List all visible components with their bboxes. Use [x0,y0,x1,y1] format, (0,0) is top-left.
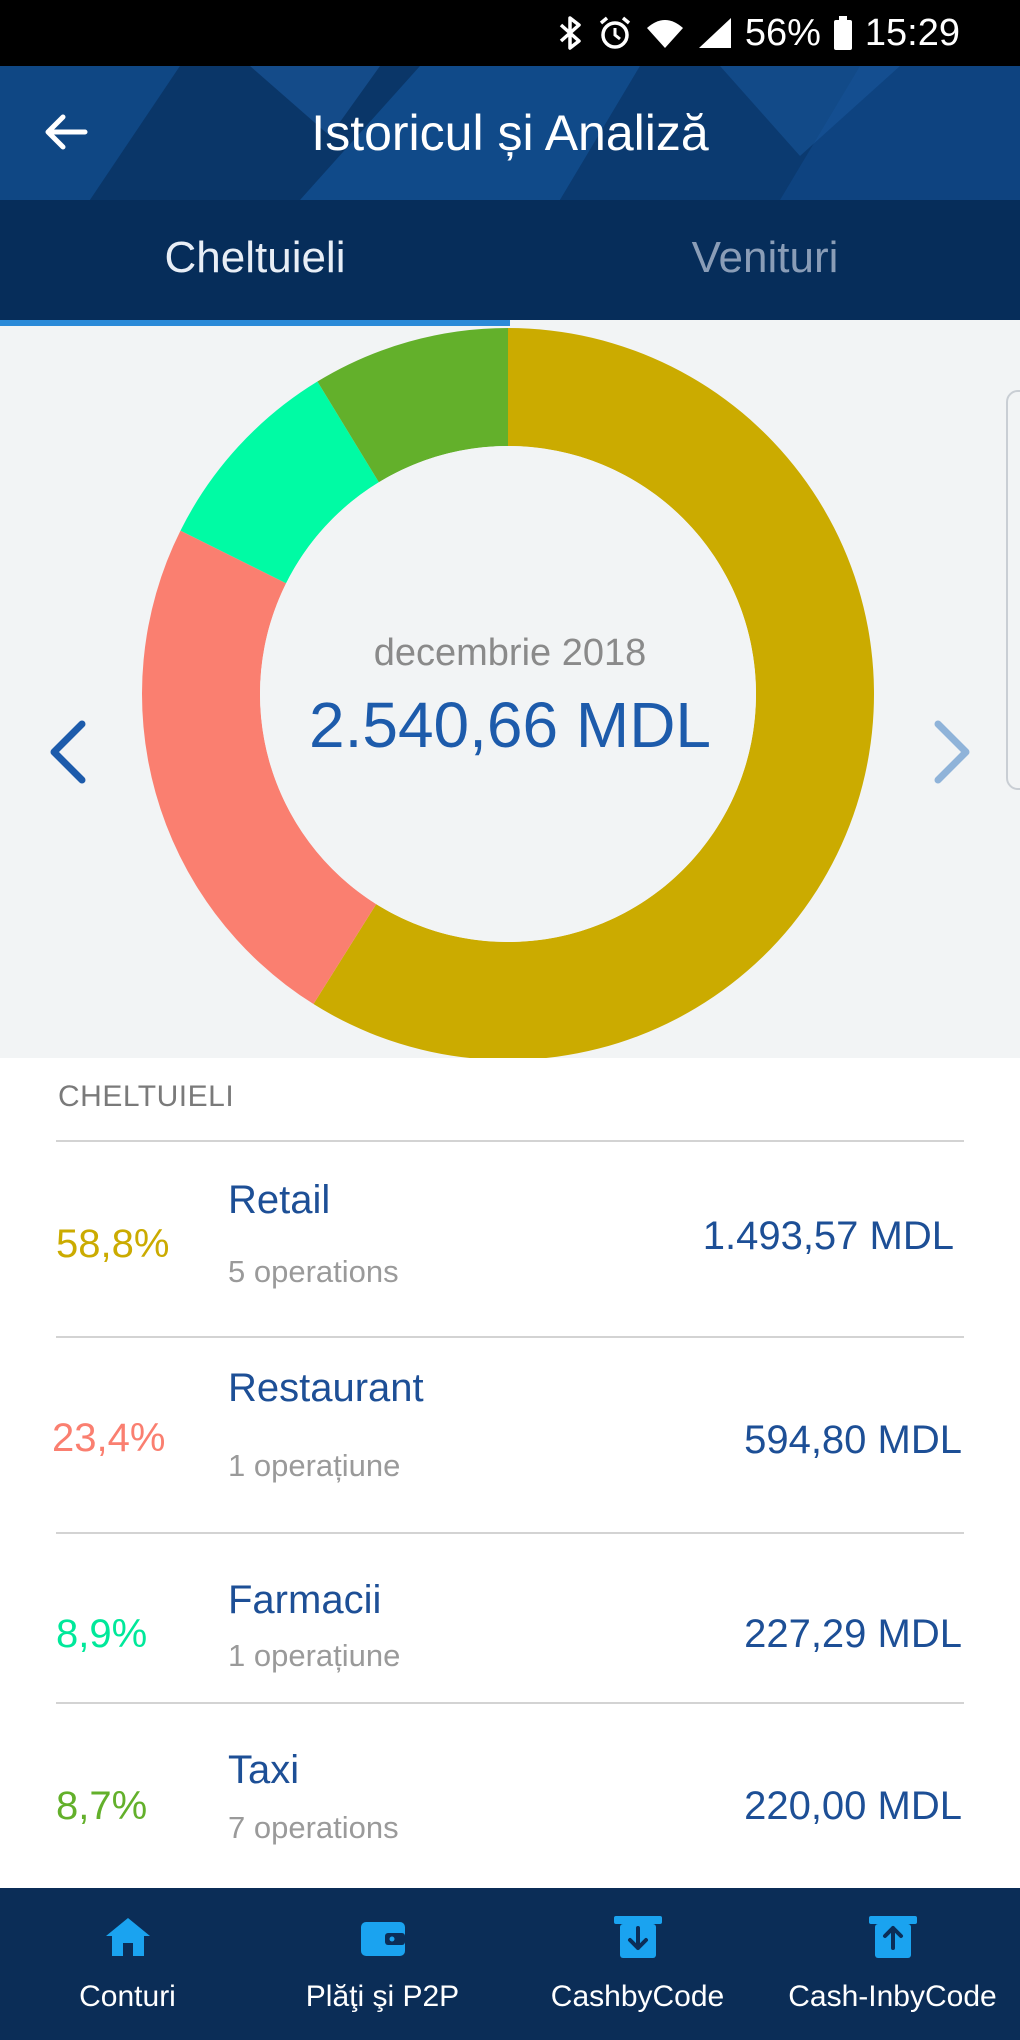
battery-icon [833,16,852,50]
list-item-operations: 5 operations [228,1254,399,1289]
nav-label: Plăţi şi P2P [305,1980,460,2013]
section-title: CHELTUIELI [58,1080,235,1113]
list-item-amount: 594,80 MDL [744,1418,962,1462]
donut-hole [260,446,756,942]
donut-slice-taxi[interactable] [317,328,508,483]
list-item-operations: 1 operațiune [228,1448,401,1483]
divider [56,1336,964,1338]
tab-divider [510,320,1020,326]
cash-in-icon [868,1916,917,1958]
list-item-percent: 8,9% [56,1612,148,1656]
bluetooth-icon [559,16,581,50]
app-bar: Istoricul și Analiză [0,66,1020,200]
active-tab-indicator [0,320,510,326]
list-item-name: Restaurant [228,1366,424,1410]
list-item-operations: 7 operations [228,1810,399,1845]
list-item-operations: 1 operațiune [228,1638,401,1673]
list-item-percent: 23,4% [52,1416,166,1460]
chevron-left-icon[interactable] [40,712,100,792]
status-icons: 56% 15:29 [555,0,960,66]
tab-cheltuieli[interactable]: Cheltuieli [164,233,346,282]
donut-slice-retail[interactable] [313,328,874,1058]
divider [56,1532,964,1534]
nav-item-cashinbycode[interactable]: Cash-InbyCode [765,1888,1020,2040]
expense-list: CHELTUIELI 58,8% Retail 5 operations 1.4… [0,1058,1020,1888]
list-item[interactable]: 8,7% Taxi 7 operations 220,00 MDL [0,1704,1020,1888]
cash-out-icon [613,1916,662,1958]
alarm-icon [599,16,630,49]
list-item-name: Retail [228,1178,331,1222]
list-item[interactable]: 23,4% Restaurant 1 operațiune 594,80 MDL [0,1338,1020,1534]
divider [56,1140,964,1142]
next-card-peek [1006,390,1020,790]
nav-label: Cash-InbyCode [788,1980,997,2013]
wifi-icon [646,20,683,48]
chevron-right-icon[interactable] [920,712,980,792]
wallet-icon [360,1922,405,1956]
bottom-nav: Conturi Plăţi şi P2P CashbyCode Cash-Inb… [0,1888,1020,2040]
list-item-amount: 220,00 MDL [744,1784,962,1828]
divider [56,1702,964,1704]
list-item[interactable]: 8,9% Farmacii 1 operațiune 227,29 MDL [0,1534,1020,1704]
donut-chart[interactable] [0,326,1020,1058]
list-item-name: Taxi [228,1748,300,1792]
chart-total: 2.540,66 MDL [308,689,712,761]
list-item-percent: 58,8% [56,1222,170,1266]
nav-item-plati[interactable]: Plăţi şi P2P [255,1888,510,2040]
list-item-amount: 227,29 MDL [744,1612,962,1656]
donut-slice-restaurant[interactable] [142,530,377,1005]
page-title: Istoricul și Analiză [311,105,709,161]
list-item-amount: 1.493,57 MDL [702,1214,954,1258]
chart-period: decembrie 2018 [373,632,647,674]
signal-icon [698,18,731,48]
donut-slice-farmacii[interactable] [180,381,379,584]
clock: 15:29 [864,11,960,54]
status-bar: 56% 15:29 [0,0,1020,66]
chart-area: decembrie 2018 2.540,66 MDL [0,326,1020,1058]
list-item-name: Farmacii [228,1578,382,1622]
nav-label: Conturi [79,1980,176,2013]
tab-bar: Cheltuieli Venituri [0,200,1020,326]
list-item-percent: 8,7% [56,1784,148,1828]
tab-venituri[interactable]: Venituri [691,233,839,282]
home-icon [105,1918,150,1956]
header-pattern [0,66,1020,200]
list-item[interactable]: 58,8% Retail 5 operations 1.493,57 MDL [0,1142,1020,1338]
back-button[interactable] [34,100,98,164]
nav-item-cashbycode[interactable]: CashbyCode [510,1888,765,2040]
nav-label: CashbyCode [550,1980,725,2013]
nav-item-conturi[interactable]: Conturi [0,1888,255,2040]
arrow-left-icon [45,114,88,150]
battery-percent: 56% [744,11,821,54]
